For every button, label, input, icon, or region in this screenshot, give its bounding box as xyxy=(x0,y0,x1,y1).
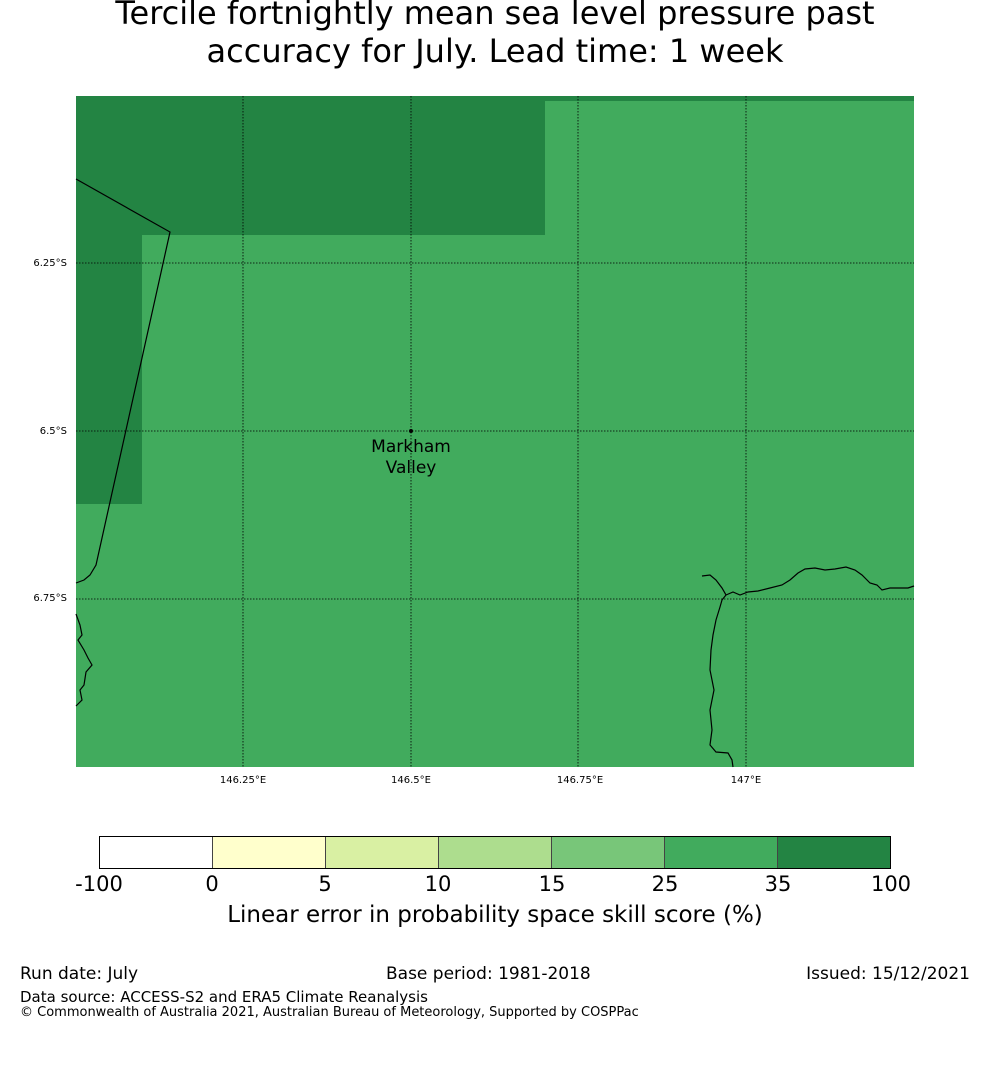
map-title: Tercile fortnightly mean sea level press… xyxy=(0,0,990,70)
lat-tick-label: 6.25°S xyxy=(33,258,67,269)
map-panel: Markham Valley 146.25°E 146.5°E 146.75°E… xyxy=(33,96,915,786)
colorbar xyxy=(99,836,891,869)
lon-tick-label: 146.5°E xyxy=(391,775,431,786)
lat-tick-label: 6.75°S xyxy=(33,593,67,604)
skill-region-35-100-upper-left xyxy=(76,96,545,235)
colorbar-segment xyxy=(552,837,665,868)
place-label-line-2: Valley xyxy=(386,458,437,478)
skill-region-35-100-left xyxy=(76,235,142,504)
colorbar-segment xyxy=(665,837,778,868)
lat-tick-label: 6.5°S xyxy=(40,426,67,437)
colorbar-tick: 5 xyxy=(318,872,332,896)
lon-tick-label: 147°E xyxy=(731,775,761,786)
colorbar-label: Linear error in probability space skill … xyxy=(227,902,763,928)
colorbar-segment xyxy=(439,837,552,868)
colorbar-tick: 0 xyxy=(205,872,219,896)
place-label-line-1: Markham xyxy=(371,437,451,457)
lon-tick-label: 146.25°E xyxy=(220,775,266,786)
colorbar-segment xyxy=(100,837,213,868)
lon-tick-label: 146.75°E xyxy=(557,775,603,786)
run-date: Run date: July xyxy=(20,964,139,984)
issued-date: Issued: 15/12/2021 xyxy=(806,964,970,984)
coastlines xyxy=(75,178,915,768)
data-source: Data source: ACCESS-S2 and ERA5 Climate … xyxy=(20,988,428,1006)
boundary-line xyxy=(75,178,171,584)
colorbar-tick: -100 xyxy=(75,872,123,896)
colorbar-tick: 15 xyxy=(538,872,566,896)
graticule xyxy=(76,96,914,767)
colorbar-tick: 100 xyxy=(870,872,912,896)
base-period: Base period: 1981-2018 xyxy=(386,964,591,984)
colorbar-segment xyxy=(778,837,890,868)
title-line-1: Tercile fortnightly mean sea level press… xyxy=(115,0,875,32)
colorbar-segment xyxy=(326,837,439,868)
colorbar-tick: 25 xyxy=(651,872,679,896)
colorbar-tick: 35 xyxy=(764,872,792,896)
lon-tick-labels: 146.25°E 146.5°E 146.75°E 147°E xyxy=(220,775,761,786)
lat-tick-labels: 6.25°S 6.5°S 6.75°S xyxy=(33,258,67,604)
colorbar-segment xyxy=(213,837,326,868)
west-coastline xyxy=(75,613,93,707)
markham-valley-marker xyxy=(409,429,413,433)
title-line-2: accuracy for July. Lead time: 1 week xyxy=(206,32,784,70)
gulf-coastline xyxy=(725,566,915,596)
river-coastline xyxy=(701,574,734,768)
colorbar-tick: 10 xyxy=(424,872,452,896)
copyright: © Commonwealth of Australia 2021, Austra… xyxy=(20,1005,639,1020)
